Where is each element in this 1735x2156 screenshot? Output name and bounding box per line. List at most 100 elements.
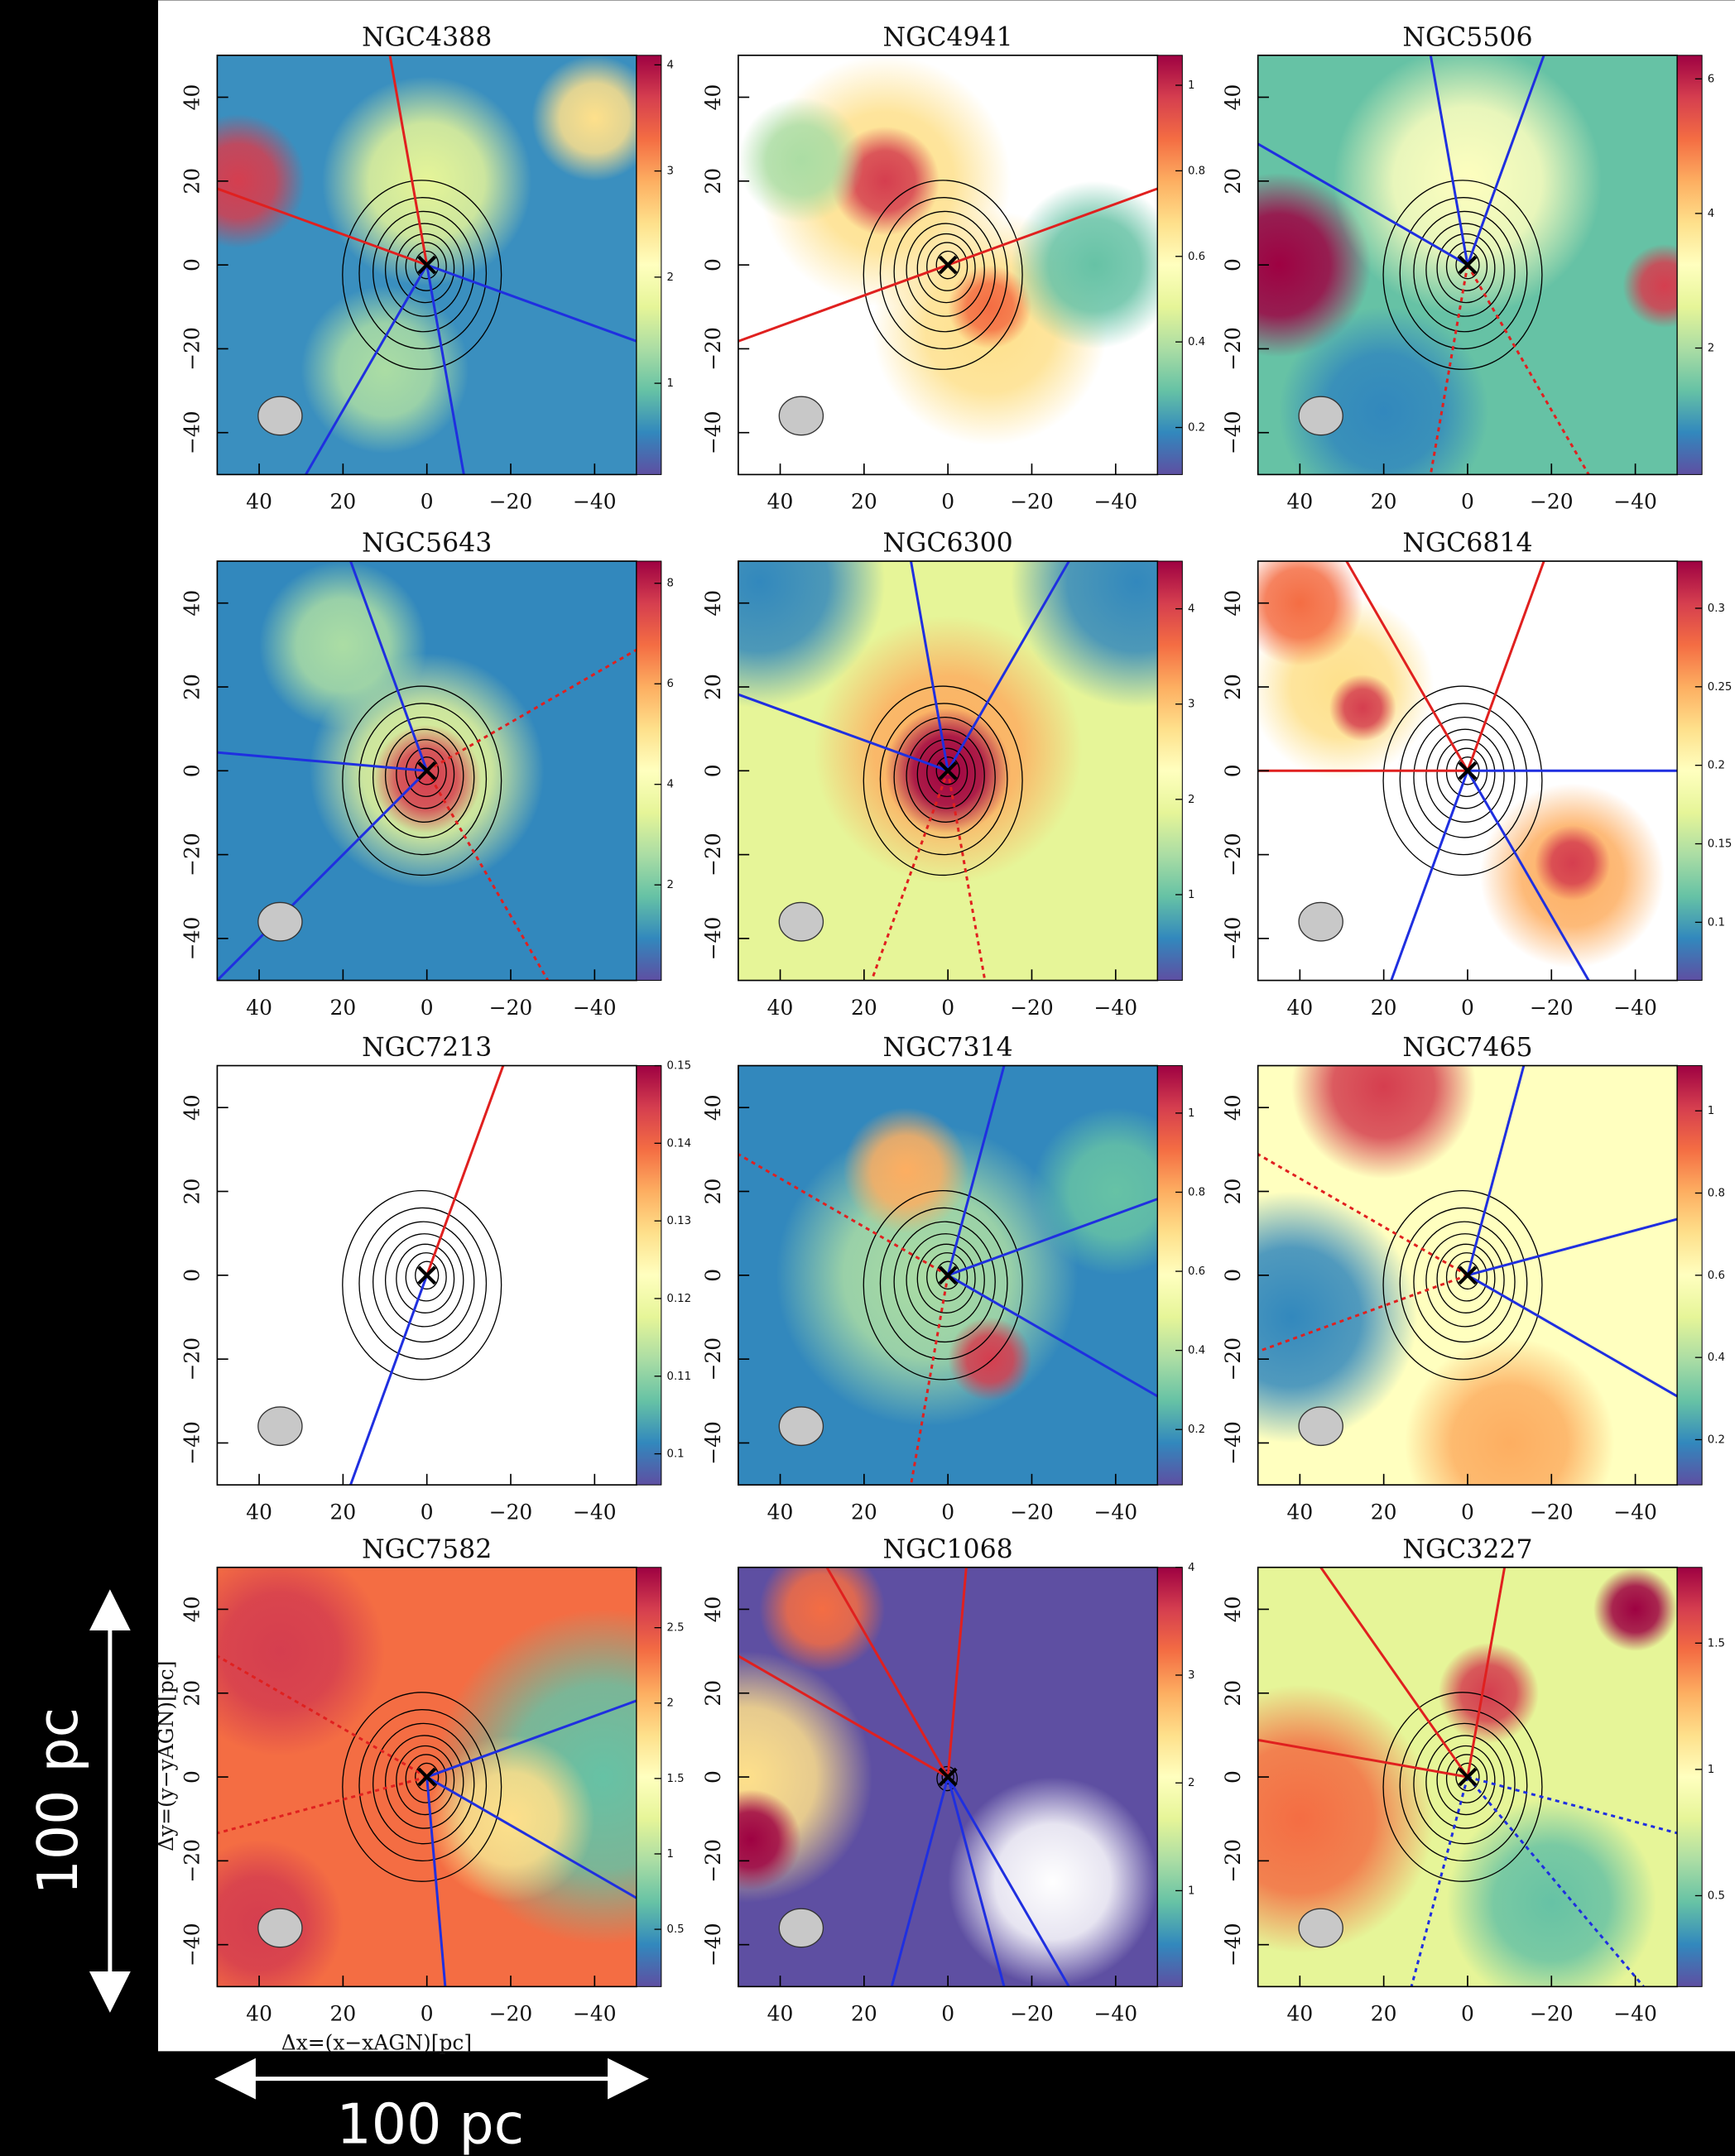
y-tick-label: 0 xyxy=(701,1770,725,1784)
x-tick-label: 0 xyxy=(1461,1500,1474,1524)
x-tick-label: −20 xyxy=(1010,996,1054,1020)
beam xyxy=(1299,1909,1343,1947)
colorbar-tick-label: 1 xyxy=(1708,1764,1714,1776)
emission-blob xyxy=(1334,47,1602,315)
y-tick-label: 20 xyxy=(1221,674,1245,700)
x-tick-label: 20 xyxy=(330,2002,357,2026)
emission-blob xyxy=(427,1735,595,1903)
y-tick-label: 0 xyxy=(1221,764,1245,777)
y-tick-label: 20 xyxy=(1221,1179,1245,1205)
x-tick-label: 0 xyxy=(1461,2002,1474,2026)
colorbar xyxy=(1677,1568,1702,1987)
x-tick-label: 0 xyxy=(941,2002,954,2026)
colorbar-tick-label: 0.4 xyxy=(1188,1345,1205,1357)
y-tick-label: −40 xyxy=(1221,917,1245,961)
colorbar-tick-label: 4 xyxy=(667,779,674,791)
x-tick-label: 0 xyxy=(941,1500,954,1524)
colorbar-tick-label: 2 xyxy=(1188,794,1194,806)
x-tick-label: 0 xyxy=(421,490,434,514)
y-tick-label: 20 xyxy=(701,1680,725,1707)
y-tick-label: −20 xyxy=(1221,327,1245,371)
colorbar-tick-label: 3 xyxy=(667,166,674,178)
beam xyxy=(258,396,302,435)
colorbar-tick-label: 2.5 xyxy=(667,1622,685,1635)
colorbar-tick-label: 0.6 xyxy=(1708,1270,1725,1282)
page: 100 pc 100 pc NGC438840200−20−40−40−2002… xyxy=(0,0,1735,2156)
colorbar-tick-label: 1 xyxy=(1188,79,1194,92)
emission-blob xyxy=(1593,1568,1677,1651)
y-tick-label: 20 xyxy=(180,674,204,700)
panel-title: NGC7213 xyxy=(362,1033,492,1063)
colorbar-tick-label: 2 xyxy=(667,879,674,891)
x-tick-label: 20 xyxy=(1371,996,1397,1020)
x-tick-label: 40 xyxy=(767,996,794,1020)
colorbar-tick-label: 1 xyxy=(1188,1885,1194,1897)
x-tick-label: 40 xyxy=(246,1500,272,1524)
colorbar-tick-label: 1 xyxy=(667,1848,674,1861)
panel-title: NGC6300 xyxy=(883,529,1013,559)
colorbar-tick-label: 0.15 xyxy=(667,1060,692,1073)
panel-title: NGC7582 xyxy=(362,1534,492,1564)
emission-blob xyxy=(1329,675,1396,742)
panel-title: NGC4388 xyxy=(362,22,492,52)
emission-blob xyxy=(1011,181,1179,349)
x-tick-label: −20 xyxy=(1530,490,1574,514)
y-tick-label: 20 xyxy=(701,674,725,700)
colorbar-tick-label: 0.2 xyxy=(1708,760,1725,772)
colorbar xyxy=(1677,561,1702,981)
x-tick-label: −20 xyxy=(1010,1500,1054,1524)
x-tick-label: −20 xyxy=(1530,996,1574,1020)
y-tick-label: 0 xyxy=(1221,1269,1245,1282)
x-tick-label: −40 xyxy=(1613,2002,1657,2026)
x-tick-label: 20 xyxy=(330,1500,357,1524)
colorbar-tick-label: 4 xyxy=(1188,1562,1194,1574)
y-tick-label: −40 xyxy=(1221,411,1245,454)
y-tick-label: 0 xyxy=(180,1770,204,1784)
y-tick-label: −40 xyxy=(1221,1421,1245,1465)
y-tick-label: −40 xyxy=(180,1923,204,1966)
beam xyxy=(779,1909,823,1947)
colorbar-tick-label: 0.4 xyxy=(1708,1352,1725,1364)
x-tick-label: 40 xyxy=(1286,490,1313,514)
x-tick-label: −20 xyxy=(1530,1500,1574,1524)
colorbar xyxy=(637,1568,661,1987)
panel-title: NGC4941 xyxy=(883,22,1013,52)
y-tick-label: −20 xyxy=(701,1839,725,1883)
y-tick-label: −40 xyxy=(701,1421,725,1465)
x-tick-label: 20 xyxy=(1371,1500,1397,1524)
emission-blob xyxy=(948,1317,1031,1400)
colorbar xyxy=(1677,55,1702,475)
colorbar-tick-label: 0.2 xyxy=(1708,1433,1725,1446)
colorbar xyxy=(1157,1066,1182,1486)
figure: 100 pc 100 pc NGC438840200−20−40−40−2002… xyxy=(0,0,1735,2156)
x-tick-label: −20 xyxy=(489,490,533,514)
colorbar-tick-label: 3 xyxy=(1188,1669,1194,1682)
colorbar-tick-label: 2 xyxy=(667,1697,674,1710)
y-tick-label: 20 xyxy=(1221,1680,1245,1707)
colorbar-tick-label: 0.8 xyxy=(1188,165,1205,177)
emission-blob xyxy=(738,97,864,223)
emission-blob xyxy=(843,1107,969,1233)
y-tick-label: −40 xyxy=(701,411,725,454)
y-tick-label: 20 xyxy=(1221,168,1245,194)
x-tick-label: 0 xyxy=(421,2002,434,2026)
x-tick-label: 0 xyxy=(421,996,434,1020)
y-tick-label: −20 xyxy=(1221,833,1245,876)
colorbar-tick-label: 0.1 xyxy=(667,1448,685,1461)
colorbar-tick-label: 4 xyxy=(1708,208,1714,220)
x-tick-label: −40 xyxy=(573,996,617,1020)
y-tick-label: 40 xyxy=(180,1094,204,1121)
x-tick-label: 40 xyxy=(1286,1500,1313,1524)
beam xyxy=(779,396,823,435)
colorbar-tick-label: 0.8 xyxy=(1708,1188,1725,1200)
y-tick-label: −40 xyxy=(701,917,725,961)
colorbar-tick-label: 6 xyxy=(1708,73,1714,85)
colorbar xyxy=(1157,1568,1182,1987)
colorbar-tick-label: 0.25 xyxy=(1708,681,1733,694)
x-tick-label: 20 xyxy=(1371,490,1397,514)
x-tick-label: 20 xyxy=(851,2002,877,2026)
x-tick-label: −40 xyxy=(1613,1500,1657,1524)
x-tick-label: 20 xyxy=(851,1500,877,1524)
y-tick-label: 0 xyxy=(701,258,725,271)
colorbar-tick-label: 1.5 xyxy=(667,1773,685,1785)
